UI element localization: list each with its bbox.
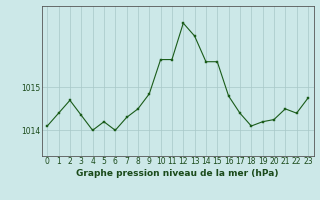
X-axis label: Graphe pression niveau de la mer (hPa): Graphe pression niveau de la mer (hPa): [76, 169, 279, 178]
